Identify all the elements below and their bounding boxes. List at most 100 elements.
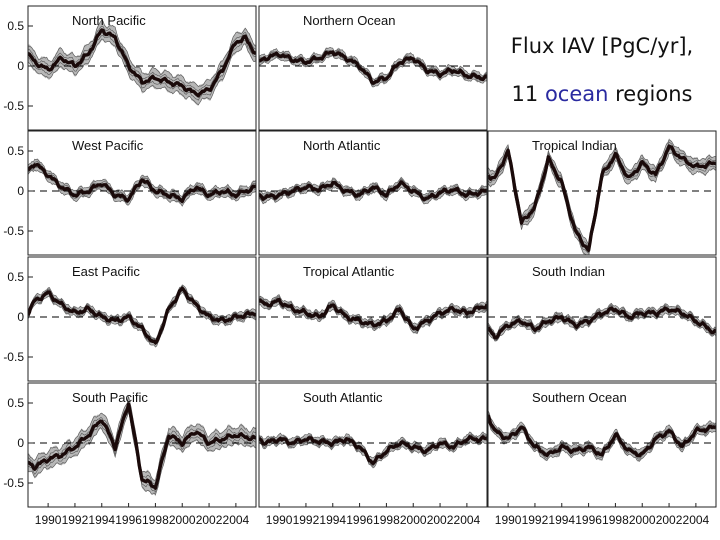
mean-flux-line	[488, 306, 716, 340]
panel-plot-area	[488, 138, 716, 255]
y-tick-label: 0.5	[7, 144, 24, 158]
panel-plot-area	[28, 158, 256, 207]
mean-flux-line	[259, 297, 487, 332]
panel-north-atlantic: North Atlantic	[258, 130, 488, 256]
y-tick-label: 0.5	[7, 19, 24, 33]
y-tick-label: -0.5	[3, 224, 24, 238]
x-tick-label: 1996	[115, 513, 142, 527]
mean-flux-line	[28, 28, 256, 98]
ensemble-member-line	[259, 294, 487, 325]
panel-label: North Atlantic	[303, 138, 381, 153]
panel-frame	[258, 382, 488, 508]
ensemble-member-line	[28, 169, 256, 207]
panel-plot-area	[28, 284, 256, 348]
panel-frame	[487, 256, 717, 382]
x-tick-label: 2004	[454, 513, 481, 527]
panel-north-pacific: 0.5 0 -0.5 North Pacific	[3, 5, 257, 131]
title-line-2: 11 ocean regions	[488, 70, 716, 118]
panel-frame	[487, 130, 717, 256]
ensemble-member-line	[28, 284, 256, 340]
x-tick-label: 2002	[196, 513, 223, 527]
x-tick-label: 1992	[293, 513, 320, 527]
x-tick-label: 1990	[266, 513, 293, 527]
panel-label: Southern Ocean	[532, 390, 627, 405]
panel-label: Tropical Atlantic	[303, 264, 395, 279]
ensemble-member-line	[488, 302, 716, 335]
x-tick-label: 1994	[88, 513, 115, 527]
panel-south-pacific: 0.5 0 -0.5 South Pacific	[3, 382, 257, 508]
x-tick-label: 1998	[602, 513, 629, 527]
panel-label: East Pacific	[72, 264, 140, 279]
panel-plot-area	[28, 395, 256, 497]
ensemble-member-line	[488, 139, 716, 246]
panel-plot-area	[28, 19, 256, 106]
panel-label: Northern Ocean	[303, 13, 396, 28]
panel-plot-area	[259, 294, 487, 335]
mean-flux-line	[28, 402, 256, 490]
panel-south-indian: South Indian	[487, 256, 717, 382]
x-tick-labels: 1990 1992 1994 1996 1998 2000 2002 2004 1990 1992…	[35, 503, 710, 527]
title-line-2-suffix: regions	[615, 82, 693, 106]
figure-title: Flux IAV [PgC/yr], 11 ocean regions	[488, 22, 716, 118]
y-tick-label: -0.5	[3, 350, 24, 364]
panel-label: Tropical Indian	[532, 138, 617, 153]
x-tick-label: 1994	[319, 513, 346, 527]
title-line-1: Flux IAV [PgC/yr],	[510, 34, 694, 58]
x-tick-label: 1992	[62, 513, 89, 527]
ensemble-member-line	[28, 38, 256, 106]
x-tick-label: 2000	[400, 513, 427, 527]
x-tick-label: 1990	[35, 513, 62, 527]
panel-label: South Pacific	[72, 390, 148, 405]
ensemble-member-line	[259, 303, 487, 334]
panel-label: South Atlantic	[303, 390, 383, 405]
uncertainty-envelope	[28, 19, 256, 106]
ensemble-member-line	[259, 441, 487, 468]
panel-southern-ocean: Southern Ocean	[487, 382, 717, 508]
panel-frame	[487, 382, 717, 508]
mean-flux-line	[259, 50, 487, 85]
ensemble-member-line	[259, 47, 487, 80]
panel-plot-area	[259, 431, 487, 469]
panel-frame	[258, 130, 488, 256]
panel-grid: 0.5 0 -0.5 North Pacific Northern Ocean 0.5 0 -…	[3, 5, 717, 508]
panel-label: South Indian	[532, 264, 605, 279]
panel-label: West Pacific	[72, 138, 144, 153]
panel-plot-area	[488, 409, 716, 462]
title-line-2-prefix: 11	[511, 82, 539, 106]
ensemble-member-line	[28, 411, 256, 496]
y-tick-label: 0.5	[7, 270, 24, 284]
y-tick-label: 0	[17, 184, 24, 198]
title-highlight-word: ocean	[544, 82, 609, 106]
mean-flux-line	[259, 435, 487, 466]
ensemble-member-line	[28, 408, 256, 493]
x-tick-label: 2000	[169, 513, 196, 527]
y-tick-label: -0.5	[3, 476, 24, 490]
x-tick-label: 1992	[522, 513, 549, 527]
y-tick-label: 0	[17, 436, 24, 450]
x-tick-label: 1990	[495, 513, 522, 527]
ensemble-member-line	[259, 431, 487, 459]
panel-south-atlantic: South Atlantic	[258, 382, 488, 508]
x-tick-label: 1996	[575, 513, 602, 527]
y-tick-label: 0.5	[7, 396, 24, 410]
x-tick-label: 2000	[629, 513, 656, 527]
y-tick-label: -0.5	[3, 99, 24, 113]
x-tick-label: 2004	[683, 513, 710, 527]
panel-frame	[258, 5, 488, 131]
mean-flux-line	[28, 286, 256, 345]
ensemble-member-line	[488, 312, 716, 342]
x-tick-label: 2004	[223, 513, 250, 527]
mean-flux-line	[488, 144, 716, 252]
ensemble-member-line	[28, 158, 256, 198]
y-tick-label: 0	[17, 310, 24, 324]
panel-frame	[27, 256, 257, 382]
ensemble-member-line	[259, 176, 487, 196]
x-tick-label: 1996	[346, 513, 373, 527]
uncertainty-envelope	[488, 409, 716, 462]
panel-plot-area	[259, 47, 487, 88]
panel-tropical-atlantic: Tropical Atlantic	[258, 256, 488, 382]
panel-tropical-indian: Tropical Indian	[487, 130, 717, 256]
panel-east-pacific: 0.5 0 -0.5 East Pacific	[3, 256, 257, 382]
x-tick-label: 2002	[656, 513, 683, 527]
mean-flux-line	[28, 162, 256, 204]
